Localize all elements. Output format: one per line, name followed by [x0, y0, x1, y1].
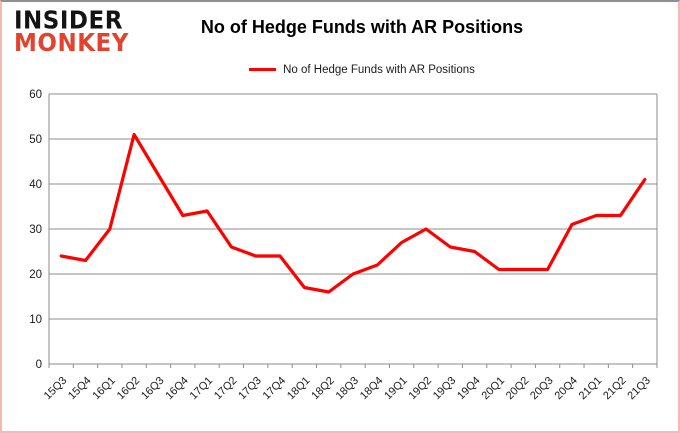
y-axis-label: 40 — [29, 179, 42, 191]
x-axis-label: 18Q1 — [285, 375, 313, 403]
y-axis-label: 30 — [29, 224, 42, 236]
x-axis-label: 19Q3 — [431, 375, 459, 403]
x-axis-label: 20Q1 — [480, 375, 508, 403]
x-axis-label: 16Q3 — [139, 375, 167, 403]
x-axis-label: 20Q3 — [528, 375, 556, 403]
x-axis-label: 21Q3 — [625, 375, 653, 403]
x-axis-label: 16Q4 — [163, 375, 191, 403]
legend-line-swatch — [249, 68, 277, 71]
data-line — [59, 132, 647, 294]
x-axis-label: 17Q1 — [188, 375, 216, 403]
logo-line2: MONKEY — [14, 29, 129, 58]
x-axis-label: 20Q4 — [552, 375, 580, 403]
chart-title: No of Hedge Funds with AR Positions — [200, 17, 524, 37]
insider-monkey-logo: INSIDER MONKEY — [14, 6, 129, 58]
y-axis-label: 20 — [29, 269, 42, 281]
x-axis-label: 19Q2 — [407, 375, 435, 403]
x-axis-label: 17Q2 — [212, 375, 240, 403]
x-axis-label: 18Q2 — [309, 375, 337, 403]
x-axis-label: 16Q1 — [90, 375, 118, 403]
x-axis-label: 19Q4 — [455, 375, 483, 403]
x-axis-label: 19Q1 — [382, 375, 410, 403]
x-axis-label: 17Q4 — [261, 375, 289, 403]
x-axis-label: 15Q3 — [42, 375, 70, 403]
legend: No of Hedge Funds with AR Positions — [2, 62, 678, 76]
x-axis-label: 18Q3 — [334, 375, 362, 403]
y-axis-label: 50 — [29, 134, 42, 146]
legend-label: No of Hedge Funds with AR Positions — [283, 63, 475, 76]
x-axis-label: 21Q2 — [601, 375, 629, 403]
x-axis-label: 16Q2 — [115, 375, 143, 403]
y-axis-label: 0 — [36, 359, 42, 371]
y-axis-label: 10 — [29, 314, 42, 326]
x-axis-label: 21Q1 — [577, 375, 605, 403]
x-axis-label: 18Q4 — [358, 375, 386, 403]
y-axis-label: 60 — [29, 89, 42, 101]
x-axis-label: 17Q3 — [236, 375, 264, 403]
x-axis-label: 20Q2 — [504, 375, 532, 403]
logo-line1: INSIDER — [14, 6, 123, 35]
x-axis-label: 15Q4 — [66, 375, 94, 403]
